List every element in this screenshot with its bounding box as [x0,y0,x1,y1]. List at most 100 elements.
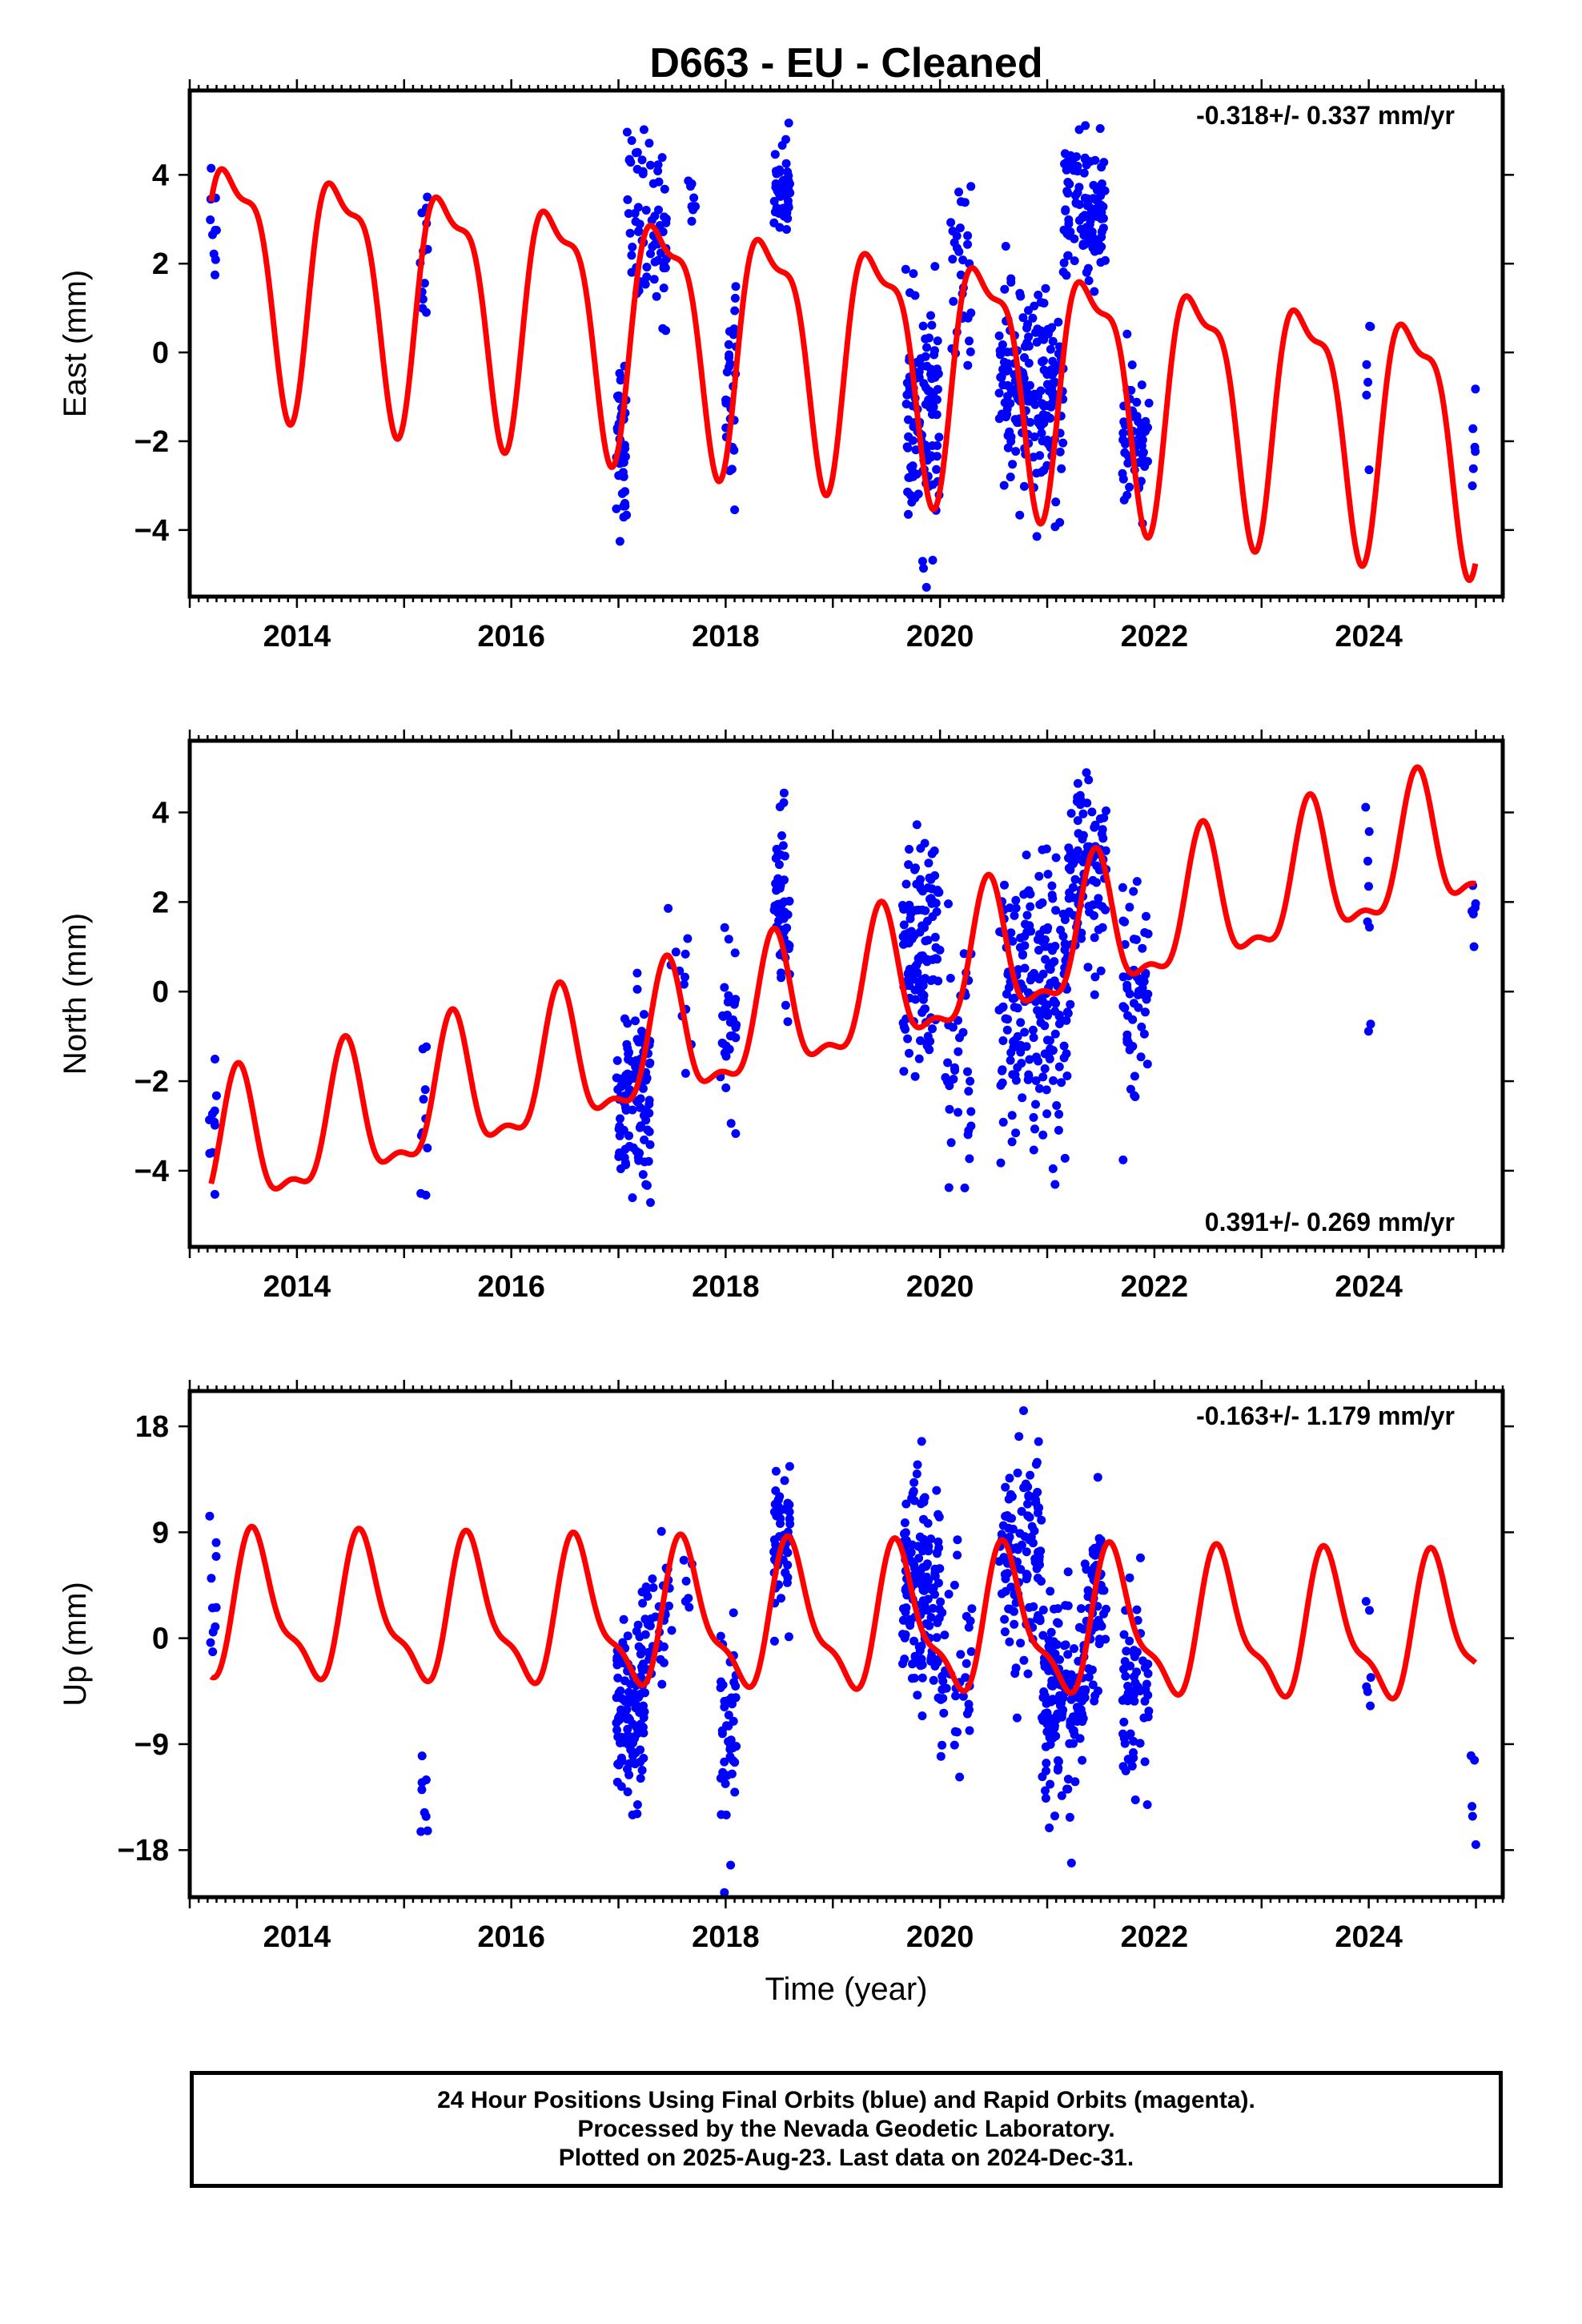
data-point [1049,1637,1058,1647]
data-point [934,432,944,442]
data-point [921,334,930,344]
data-point [909,1559,918,1569]
data-point [780,1476,789,1486]
data-point [725,362,734,372]
data-point [958,1027,968,1037]
data-point [898,1630,907,1639]
data-point [1034,1547,1042,1557]
data-point [612,1725,621,1735]
data-point [903,443,913,452]
data-point [1005,1637,1014,1647]
data-point [1126,1729,1135,1739]
data-point [1082,229,1091,239]
data-point [932,1633,942,1642]
data-point [959,949,969,959]
data-point [901,1603,911,1613]
data-point [1022,850,1031,860]
data-point [1034,946,1043,955]
data-point [999,1553,1009,1562]
data-point [1018,1093,1027,1103]
data-point [777,831,786,840]
data-point [623,195,632,204]
data-point [1062,229,1072,239]
data-point [966,1647,976,1656]
data-point [1029,1145,1038,1155]
data-point [1044,962,1054,971]
data-point [905,1621,915,1630]
data-point [633,1620,643,1630]
data-point [627,251,636,260]
data-point [1084,902,1094,911]
data-point [620,1158,630,1168]
data-point [614,1688,624,1698]
model-curve [208,166,1479,584]
data-point [769,1547,779,1557]
data-point [1076,800,1085,810]
data-point [1063,1601,1073,1610]
data-point [1125,482,1134,492]
data-point [1033,1614,1042,1624]
data-point [966,1121,976,1131]
data-point [1016,1565,1026,1574]
data-point [681,949,690,959]
data-point [771,1486,781,1495]
data-point [636,1726,645,1735]
data-point [963,1067,972,1076]
data-point [940,1630,950,1640]
data-point [1099,1586,1109,1595]
data-point [1123,1688,1133,1698]
data-point [1049,996,1058,1006]
data-point [1026,902,1035,911]
data-point [624,1047,633,1057]
data-point [1101,1634,1110,1644]
data-point [1130,1652,1139,1662]
data-point [634,1642,644,1651]
data-point [1095,814,1105,823]
data-point [769,1636,779,1646]
data-point [679,1555,689,1565]
plot-frame [187,88,1505,599]
data-point [966,347,975,356]
data-point [1051,906,1061,915]
data-point [1142,911,1150,921]
data-point [1084,775,1094,785]
data-point [729,1678,739,1687]
data-point [1138,1656,1147,1666]
data-point [955,1772,965,1782]
data-point [922,1572,931,1582]
data-point [1038,1713,1046,1723]
data-point [915,880,925,890]
data-point [726,1860,736,1870]
data-point [1062,1072,1072,1080]
data-point [1050,976,1059,986]
data-point [623,1724,632,1734]
data-point [1082,798,1092,808]
data-point [1069,166,1078,175]
data-point [211,1602,221,1612]
data-point [615,1711,624,1721]
data-point [724,935,733,944]
data-point [420,279,429,288]
data-point [1011,895,1021,905]
data-point [681,1068,690,1078]
data-point [635,1148,644,1158]
data-point [1034,414,1043,424]
data-point [1020,1027,1030,1037]
data-point [946,1138,956,1148]
x-tick-label: 2018 [692,1270,760,1304]
data-point [1011,903,1021,913]
data-point [1050,377,1060,387]
data-point [1050,522,1060,532]
data-point [927,849,937,858]
data-point [632,147,642,157]
data-point [770,150,780,159]
data-point [730,505,740,515]
data-point [1053,1618,1062,1627]
data-point [717,1729,727,1739]
data-point [728,1699,737,1709]
data-point [929,1583,938,1593]
data-point [1012,1713,1022,1723]
data-point [645,1058,655,1068]
data-point [1038,1072,1048,1082]
data-point [1097,163,1106,172]
